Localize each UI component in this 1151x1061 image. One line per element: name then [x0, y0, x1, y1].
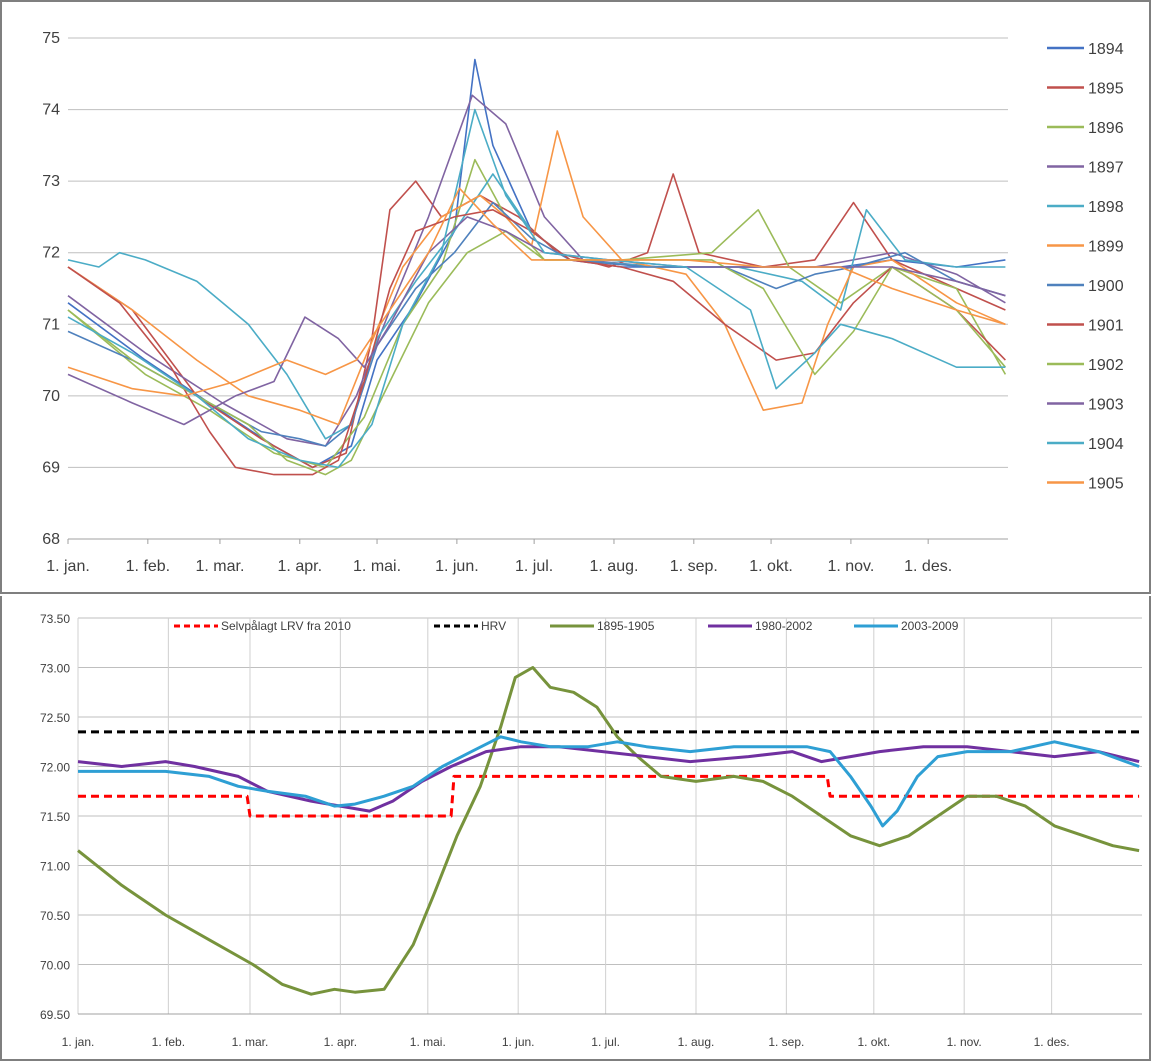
x-tick-label: 1. okt.	[857, 1035, 890, 1049]
x-tick-label: 1. mar.	[195, 558, 244, 575]
x-tick-label: 1. nov.	[827, 558, 874, 575]
x-tick-label: 1. aug.	[590, 558, 639, 575]
legend-label: 1894	[1088, 41, 1124, 58]
legend-label: 1903	[1088, 397, 1124, 414]
series-line-1901	[67, 209, 1006, 476]
legend-label: 1902	[1088, 357, 1124, 374]
legend-label: 1900	[1088, 278, 1124, 295]
x-tick-label: 1. apr.	[278, 558, 322, 575]
legend-label: 1898	[1088, 199, 1124, 216]
legend-label: Selvpålagt LRV fra 2010	[221, 619, 351, 633]
legend-label: 1899	[1088, 239, 1124, 256]
legend-label: 1901	[1088, 318, 1124, 335]
chart-bottom: 69.50 70.00 70.50 71.00 71.50 72.00 72.50 73.00…	[40, 612, 1142, 1049]
series-line-1895-1905	[77, 666, 1140, 996]
y-tick-label: 71	[42, 316, 60, 333]
legend-label: 1896	[1088, 120, 1124, 137]
x-tick-label: 1. mai.	[410, 1035, 446, 1049]
y-tick-label: 71.50	[40, 810, 70, 824]
series-line-1899	[67, 130, 1006, 426]
x-tick-label: 1. jan.	[62, 1035, 95, 1049]
series-line-1902	[67, 230, 1007, 476]
legend-label: 1905	[1088, 476, 1124, 493]
x-tick-label: 1. mai.	[353, 558, 401, 575]
y-tick-label: 70	[42, 388, 60, 405]
legend-label: 1897	[1088, 160, 1124, 177]
x-tick-label: 1. jan.	[46, 558, 90, 575]
y-tick-label: 71.00	[40, 860, 70, 874]
x-tick-label: 1. jul.	[515, 558, 553, 575]
y-tick-label: 70.50	[40, 909, 70, 923]
y-tick-label: 72	[42, 245, 60, 262]
y-tick-label: 72.50	[40, 711, 70, 725]
x-tick-label: 1. feb.	[126, 558, 170, 575]
legend-label: 1895-1905	[597, 619, 655, 633]
x-tick-label: 1. des.	[904, 558, 952, 575]
x-tick-label: 1. jun.	[502, 1035, 535, 1049]
chart-top-panel: 68 69 70 71 72 73 74 75 1. jan. 1. feb. 1. mar. 1. …	[0, 0, 1151, 594]
y-tick-label: 72.00	[40, 761, 70, 775]
series-line-1905	[67, 187, 1006, 397]
x-tick-label: 1. des.	[1034, 1035, 1070, 1049]
x-tick-label: 1. aug.	[678, 1035, 715, 1049]
y-tick-label: 69	[42, 459, 60, 476]
x-tick-label: 1. sep.	[768, 1035, 804, 1049]
legend-label: 1980-2002	[755, 619, 813, 633]
x-tick-label: 1. jul.	[591, 1035, 620, 1049]
y-tick-label: 68	[42, 531, 60, 548]
legend-label: HRV	[481, 619, 506, 633]
series-line-2003-2009	[78, 735, 1140, 828]
series-line-1904	[67, 108, 1006, 469]
series-line-1897	[67, 94, 1006, 447]
chart-bottom-panel: 69.50 70.00 70.50 71.00 71.50 72.00 72.50 73.00…	[0, 596, 1151, 1061]
y-tick-label: 70.00	[40, 959, 70, 973]
series-line-selvp-lagt-lrv-fra-2010	[78, 774, 1140, 818]
y-tick-label: 69.50	[40, 1008, 70, 1022]
chart-top: 68 69 70 71 72 73 74 75 1. jan. 1. feb. 1. mar. 1. …	[42, 30, 1124, 575]
legend-label: 1895	[1088, 81, 1124, 98]
x-tick-label: 1. jun.	[435, 558, 479, 575]
series-line-1980-2002	[77, 745, 1140, 813]
x-tick-label: 1. okt.	[749, 558, 793, 575]
series-line-1900	[67, 201, 1006, 447]
x-tick-label: 1. sep.	[670, 558, 718, 575]
y-tick-label: 75	[42, 30, 60, 47]
x-tick-label: 1. feb.	[152, 1035, 185, 1049]
x-tick-label: 1. nov.	[947, 1035, 982, 1049]
y-tick-label: 73.50	[40, 612, 70, 626]
y-tick-label: 73.00	[40, 662, 70, 676]
x-tick-label: 1. apr.	[324, 1035, 357, 1049]
y-tick-label: 74	[42, 102, 60, 119]
y-tick-label: 73	[42, 173, 60, 190]
x-tick-label: 1. mar.	[232, 1035, 269, 1049]
series-line-1898	[67, 173, 1006, 440]
legend-label: 1904	[1088, 436, 1124, 453]
legend-label: 2003-2009	[901, 619, 959, 633]
